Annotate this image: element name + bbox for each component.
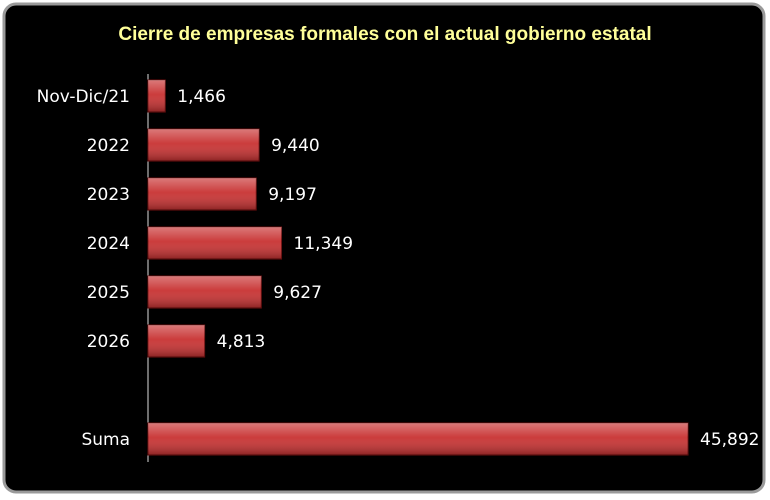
chart-title: Cierre de empresas formales con el actua… [118,24,651,45]
y-tick-label: 2025 [87,283,130,303]
value-label: 9,627 [273,283,322,303]
value-label: 1,466 [177,87,226,107]
chart-frame [2,2,766,494]
bar-shine [148,325,205,357]
y-tick-label: 2024 [87,234,130,254]
y-tick-label: Suma [81,430,130,450]
value-label: 45,892 [700,430,759,450]
bar-shine [148,178,257,210]
y-tick-label: Nov-Dic/21 [37,87,130,107]
y-tick-label: 2022 [87,136,130,156]
y-tick-label: 2023 [87,185,130,205]
value-label: 9,197 [268,185,317,205]
value-label: 11,349 [294,234,353,254]
y-tick-label: 2026 [87,332,130,352]
bar-shine [148,80,166,112]
bar-shine [148,423,688,455]
bar-shine [148,129,260,161]
value-label: 9,440 [271,136,320,156]
bar-shine [148,276,262,308]
bar-shine [148,227,282,259]
value-label: 4,813 [217,332,266,352]
